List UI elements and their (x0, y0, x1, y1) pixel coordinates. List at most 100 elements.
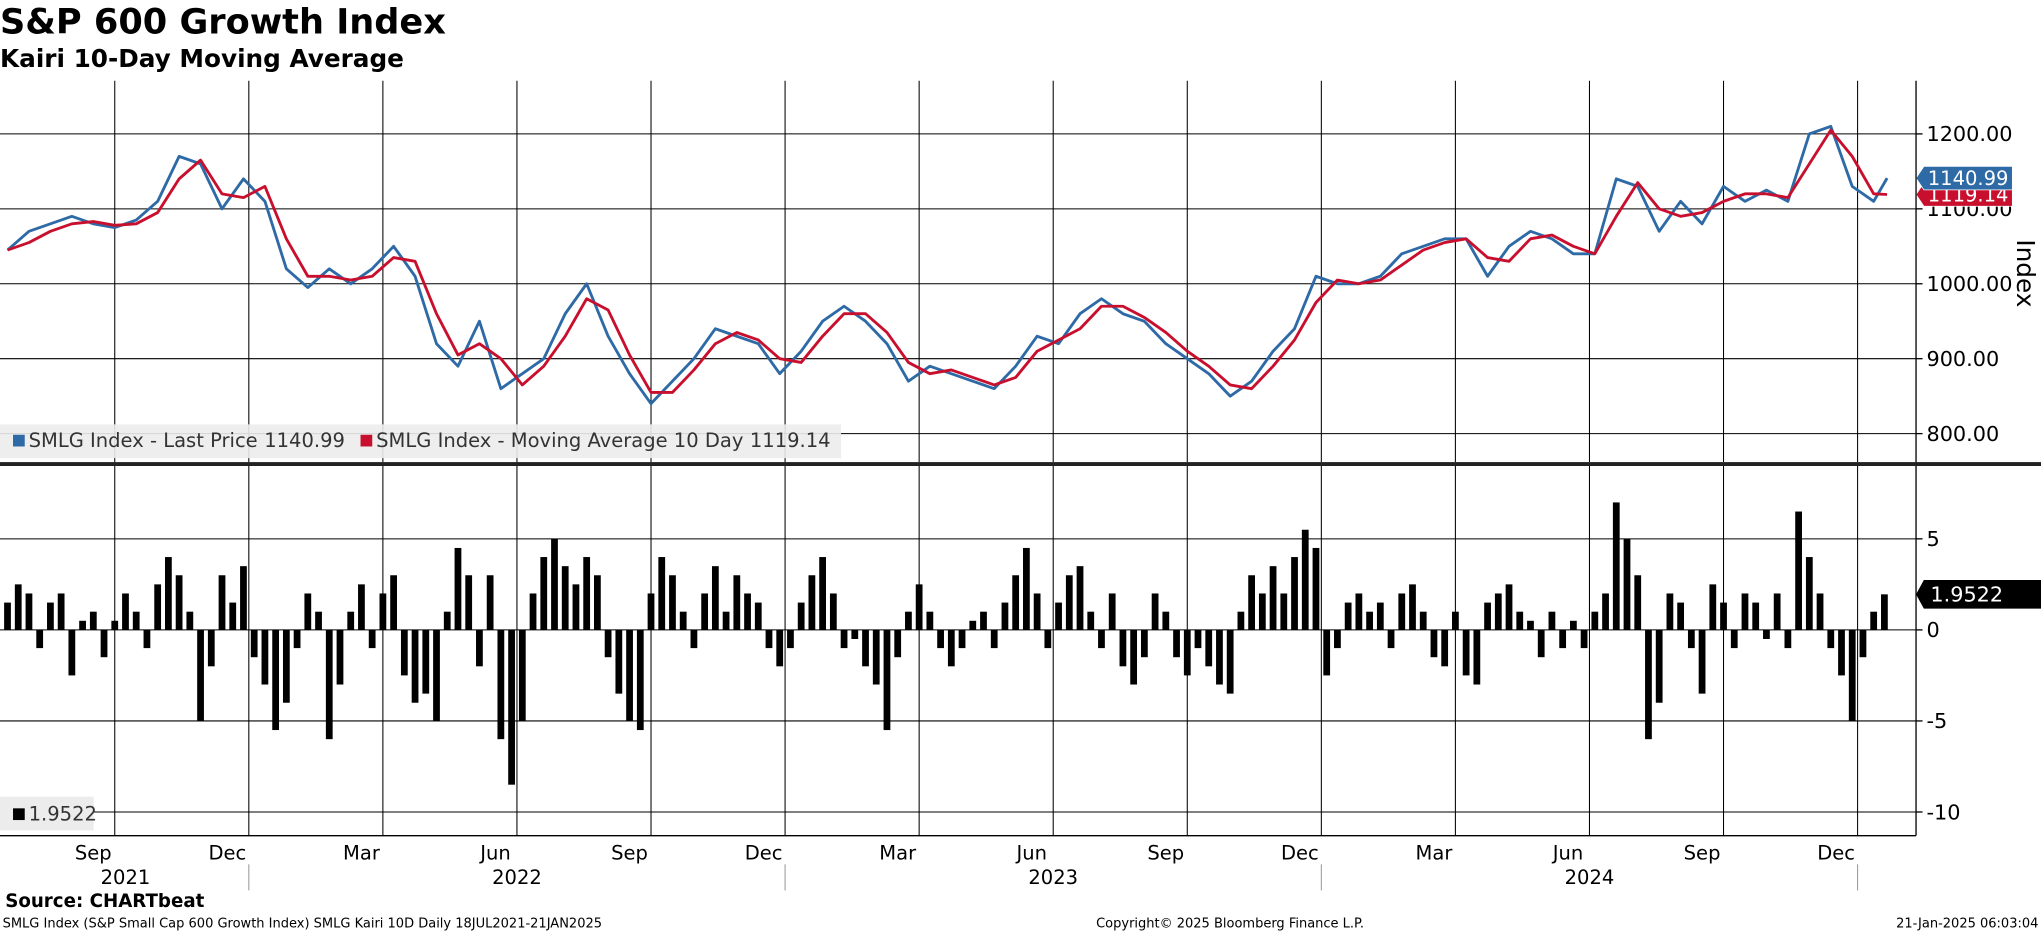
bar (1258, 593, 1266, 630)
bar (744, 593, 751, 630)
bar (1537, 629, 1545, 658)
bar (1720, 602, 1727, 630)
bar (1076, 566, 1084, 630)
bar (1419, 611, 1427, 630)
bar (980, 611, 987, 630)
bar (669, 575, 676, 630)
bar (1023, 547, 1030, 630)
x-tick-label: Dec (745, 841, 783, 864)
bar (1677, 602, 1685, 630)
bar (819, 557, 827, 630)
bar (915, 584, 923, 630)
last-value-box (1915, 166, 2013, 191)
y-axis-label: Index (2011, 239, 2040, 307)
y-tick-label: 900.00 (1926, 347, 1999, 371)
bar (1323, 629, 1331, 676)
bar (947, 629, 955, 667)
y-tick-label: 0 (1926, 618, 1939, 642)
bar (497, 629, 505, 740)
bar (1248, 575, 1256, 630)
legend-swatch (360, 434, 373, 447)
bar (347, 611, 355, 630)
bar (1237, 611, 1245, 630)
bar (1055, 602, 1062, 630)
legend-value: 1140.99 (264, 429, 345, 452)
bar (926, 611, 934, 630)
bar (1666, 593, 1674, 630)
bar (958, 629, 966, 649)
bar (293, 629, 301, 649)
bar (776, 629, 784, 667)
last-value-box (1916, 580, 2041, 609)
bar (1269, 566, 1277, 630)
year-label: 2023 (1028, 866, 1078, 889)
y-tick-label: 1200.00 (1926, 122, 2012, 146)
bar (1226, 629, 1234, 694)
bar (422, 629, 430, 694)
bar (1151, 593, 1159, 630)
bar (1334, 629, 1341, 649)
bar (261, 629, 269, 685)
price-line (7, 128, 1888, 394)
bar (175, 575, 183, 630)
bar (1044, 629, 1052, 649)
bar (14, 584, 22, 630)
bar (765, 629, 773, 649)
bar (540, 557, 548, 630)
source: Source: CHARTbeat (5, 891, 204, 912)
y-tick-label: 800.00 (1926, 422, 1999, 446)
bar (1763, 629, 1770, 639)
panel-separator (0, 462, 2041, 466)
bar (282, 629, 290, 703)
bar (358, 584, 365, 630)
bar (1580, 629, 1588, 649)
bar (250, 629, 258, 658)
bar (1569, 620, 1577, 630)
bar (218, 575, 226, 630)
legend-value: 1.9522 (29, 802, 97, 825)
bar (636, 629, 644, 731)
bar (808, 575, 816, 630)
legend-box (0, 424, 842, 459)
bar (132, 611, 140, 630)
bar (336, 629, 344, 685)
bar (1409, 584, 1416, 630)
bar (679, 611, 687, 630)
bar (1473, 629, 1481, 685)
bar (1398, 593, 1406, 630)
bar (1065, 575, 1073, 630)
last-value-label: 1.9522 (1930, 583, 2003, 607)
bar (89, 611, 97, 630)
bar (1366, 611, 1373, 630)
bar (615, 629, 623, 694)
bar (1087, 611, 1095, 630)
bar (433, 629, 440, 721)
bar (851, 629, 859, 639)
bar (1205, 629, 1213, 667)
bar (57, 593, 65, 630)
chart-title: S&P 600 Growth Index (0, 1, 446, 42)
bar (1108, 593, 1116, 630)
bar (894, 629, 902, 658)
bar (1012, 575, 1020, 630)
bar (626, 629, 633, 721)
x-tick-label: Jun (1015, 841, 1048, 864)
bar (733, 575, 741, 630)
bar (79, 620, 86, 630)
chart-subtitle: Kairi 10-Day Moving Average (0, 44, 404, 73)
bar (1173, 629, 1180, 658)
bar (1548, 611, 1556, 630)
bar (1280, 593, 1288, 630)
bar (272, 629, 280, 731)
bar (1387, 629, 1395, 649)
bar (529, 593, 537, 630)
bar (1301, 529, 1309, 630)
bar (379, 593, 387, 630)
bar (1516, 611, 1524, 630)
bar (1730, 629, 1738, 649)
bar (111, 620, 119, 630)
bar (4, 602, 11, 630)
bar (990, 629, 998, 649)
bar (36, 629, 44, 649)
bar (1355, 593, 1363, 630)
